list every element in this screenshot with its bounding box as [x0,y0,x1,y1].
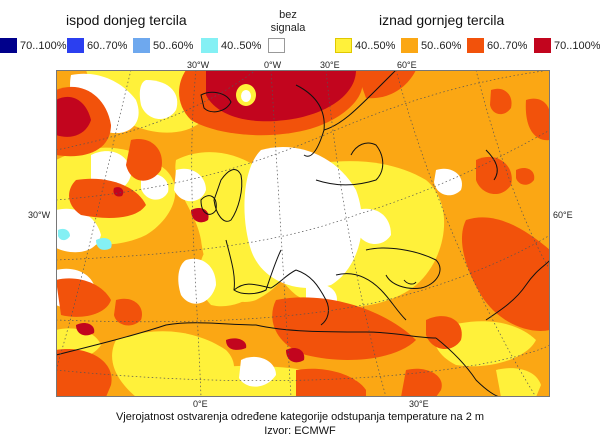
no-signal-line2: signala [270,22,306,34]
legend-no-signal-label: bez signala [268,9,308,35]
legend-swatch [133,38,150,53]
above-70-100-regions [56,70,356,363]
legend-label: 40..50% [221,39,262,52]
legend-item-above-40-50: 40..50% [335,38,395,53]
legend-swatch [401,38,418,53]
legend-swatch [534,38,551,53]
below-40-50-regions [58,228,112,250]
legend-item-above-50-60: 50..60% [401,38,461,53]
legend-label: 50..60% [153,39,194,52]
legend-swatch-no-signal [268,38,285,53]
legend-swatch [335,38,352,53]
probability-map [56,70,550,397]
legend-label: 70..100% [554,39,600,52]
map-border [56,70,550,397]
legend-label: 60..70% [487,39,528,52]
legend-item-above-60-70: 60..70% [467,38,527,53]
legend-label: 40..50% [355,39,396,52]
legend-swatch [201,38,218,53]
legend-above-title: iznad gornjeg tercila [379,12,505,28]
legend-label: 70..100% [20,39,67,52]
legend-item-below-70-100: 70..100% [0,38,66,53]
caption-source: Izvor: ECMWF [264,425,336,437]
graticule [56,70,550,397]
map-label-top-30e: 30°E [320,60,340,70]
map-spot-center [241,90,251,102]
legend-label: 50..60% [421,39,462,52]
legend-swatch [0,38,17,53]
legend-below-title: ispod donjeg tercila [66,12,187,28]
legend-swatch [67,38,84,53]
map-label-bottom-30e: 30°E [409,399,429,409]
legend-swatch [467,38,484,53]
no-signal-line1: bez [279,9,297,21]
caption-title: Vjerojatnost ostvarenja određene kategor… [115,411,485,423]
legend-item-below-50-60: 50..60% [133,38,193,53]
legend-label: 60..70% [87,39,128,52]
map-label-right-60e: 60°E [553,210,573,220]
legend-item-below-40-50: 40..50% [201,38,261,53]
map-label-top-30w: 30°W [187,60,210,70]
map-label-top-0w: 0°W [264,60,282,70]
legend-item-below-60-70: 60..70% [67,38,127,53]
legend-item-above-70-100: 70..100% [534,38,600,53]
map-label-bottom-0e: 0°E [193,399,208,409]
coastlines [56,70,550,397]
map-label-left-30w: 30°W [28,210,51,220]
map-svg [56,70,550,397]
map-label-top-60e: 60°E [397,60,417,70]
